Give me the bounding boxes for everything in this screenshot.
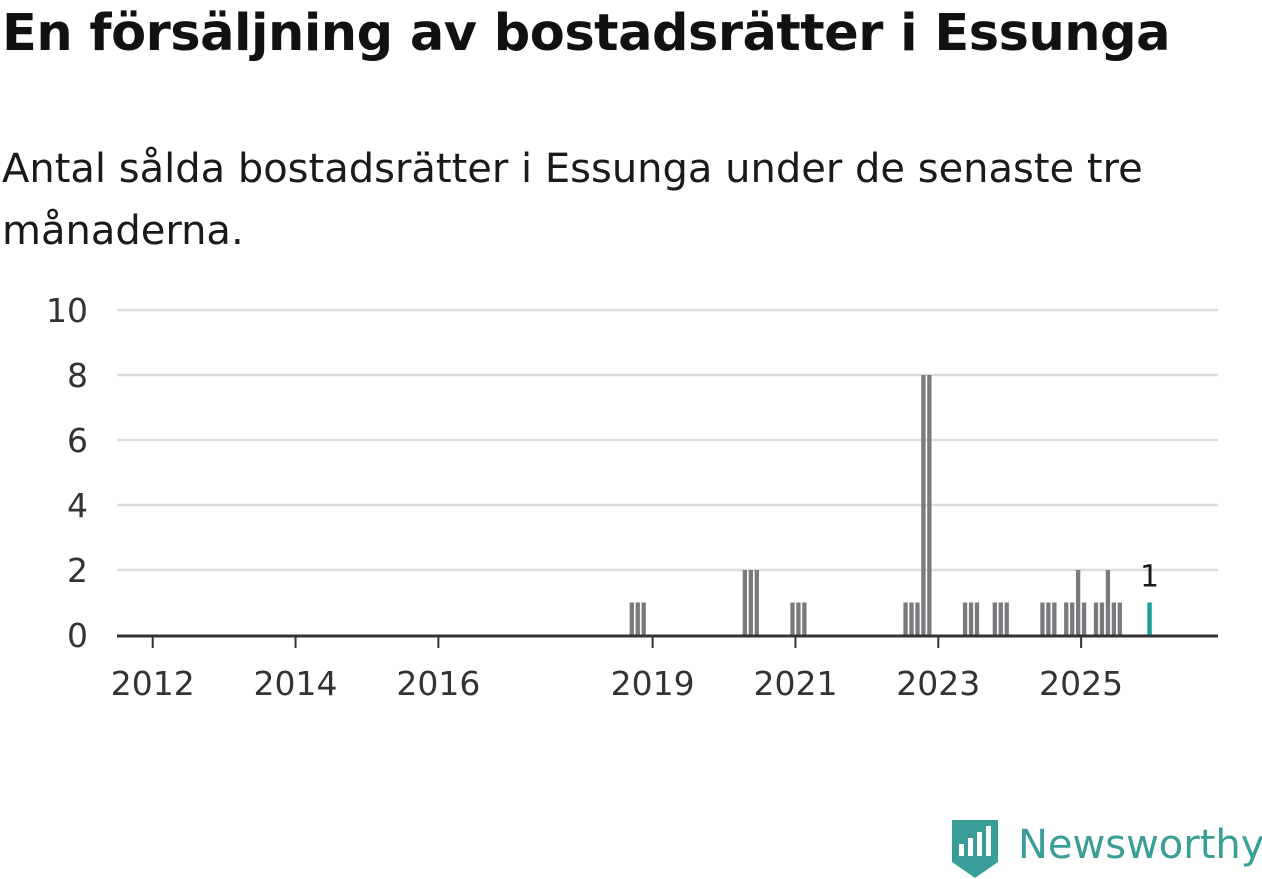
bar xyxy=(802,602,807,635)
bar xyxy=(998,602,1003,635)
bar xyxy=(974,602,980,635)
bar xyxy=(635,602,640,635)
bar xyxy=(968,602,974,635)
y-tick-label: 10 xyxy=(46,291,88,330)
y-tick-label: 2 xyxy=(67,551,88,590)
bar xyxy=(748,570,753,635)
bar xyxy=(962,602,968,635)
bar xyxy=(754,570,759,635)
bar xyxy=(1040,602,1045,635)
bar xyxy=(909,602,914,635)
bar xyxy=(1004,602,1009,635)
bar xyxy=(1046,602,1051,635)
brand-name: Newsworthy xyxy=(1018,822,1262,868)
bar xyxy=(796,602,801,635)
bar xyxy=(927,375,932,635)
bar xyxy=(1070,602,1075,635)
bar xyxy=(1075,570,1081,635)
newsworthy-logo: Newsworthy xyxy=(950,818,1262,878)
x-tick-label: 2012 xyxy=(111,664,195,703)
bar xyxy=(790,602,795,635)
bar-chart: 0 2 4 6 8 10 1 2012 2014 2016 2019 2021 2023 2025 xyxy=(46,291,1218,703)
bar xyxy=(921,375,926,635)
x-tick-label: 2019 xyxy=(611,664,695,703)
chart-subtitle: Antal sålda bostadsrätter i Essunga unde… xyxy=(2,146,1143,254)
x-tick-label: 2023 xyxy=(896,664,980,703)
bar xyxy=(1093,602,1099,635)
bar xyxy=(1111,602,1117,635)
newsworthy-logo-icon xyxy=(952,820,998,878)
y-tick-label: 4 xyxy=(67,486,88,525)
bar xyxy=(742,570,748,635)
chart-title: En försäljning av bostadsrätter i Essung… xyxy=(2,4,1171,63)
bar xyxy=(1064,602,1069,635)
bar xyxy=(915,602,920,635)
bar xyxy=(992,602,997,635)
x-tick-label: 2016 xyxy=(396,664,480,703)
y-tick-label: 0 xyxy=(67,616,88,655)
y-tick-label: 6 xyxy=(67,421,88,460)
bar xyxy=(1105,570,1111,635)
bar xyxy=(1081,602,1087,635)
x-tick-label: 2014 xyxy=(254,664,338,703)
highlight-label: 1 xyxy=(1140,560,1159,595)
y-tick-label: 8 xyxy=(67,356,88,395)
bar xyxy=(629,602,634,635)
x-tick-label: 2021 xyxy=(753,664,837,703)
bar xyxy=(1099,602,1105,635)
bar xyxy=(1117,602,1122,635)
bar xyxy=(641,602,646,635)
bar xyxy=(1052,602,1057,635)
bar xyxy=(903,602,908,635)
x-tick-label: 2025 xyxy=(1039,664,1123,703)
highlight-bar xyxy=(1147,602,1152,635)
